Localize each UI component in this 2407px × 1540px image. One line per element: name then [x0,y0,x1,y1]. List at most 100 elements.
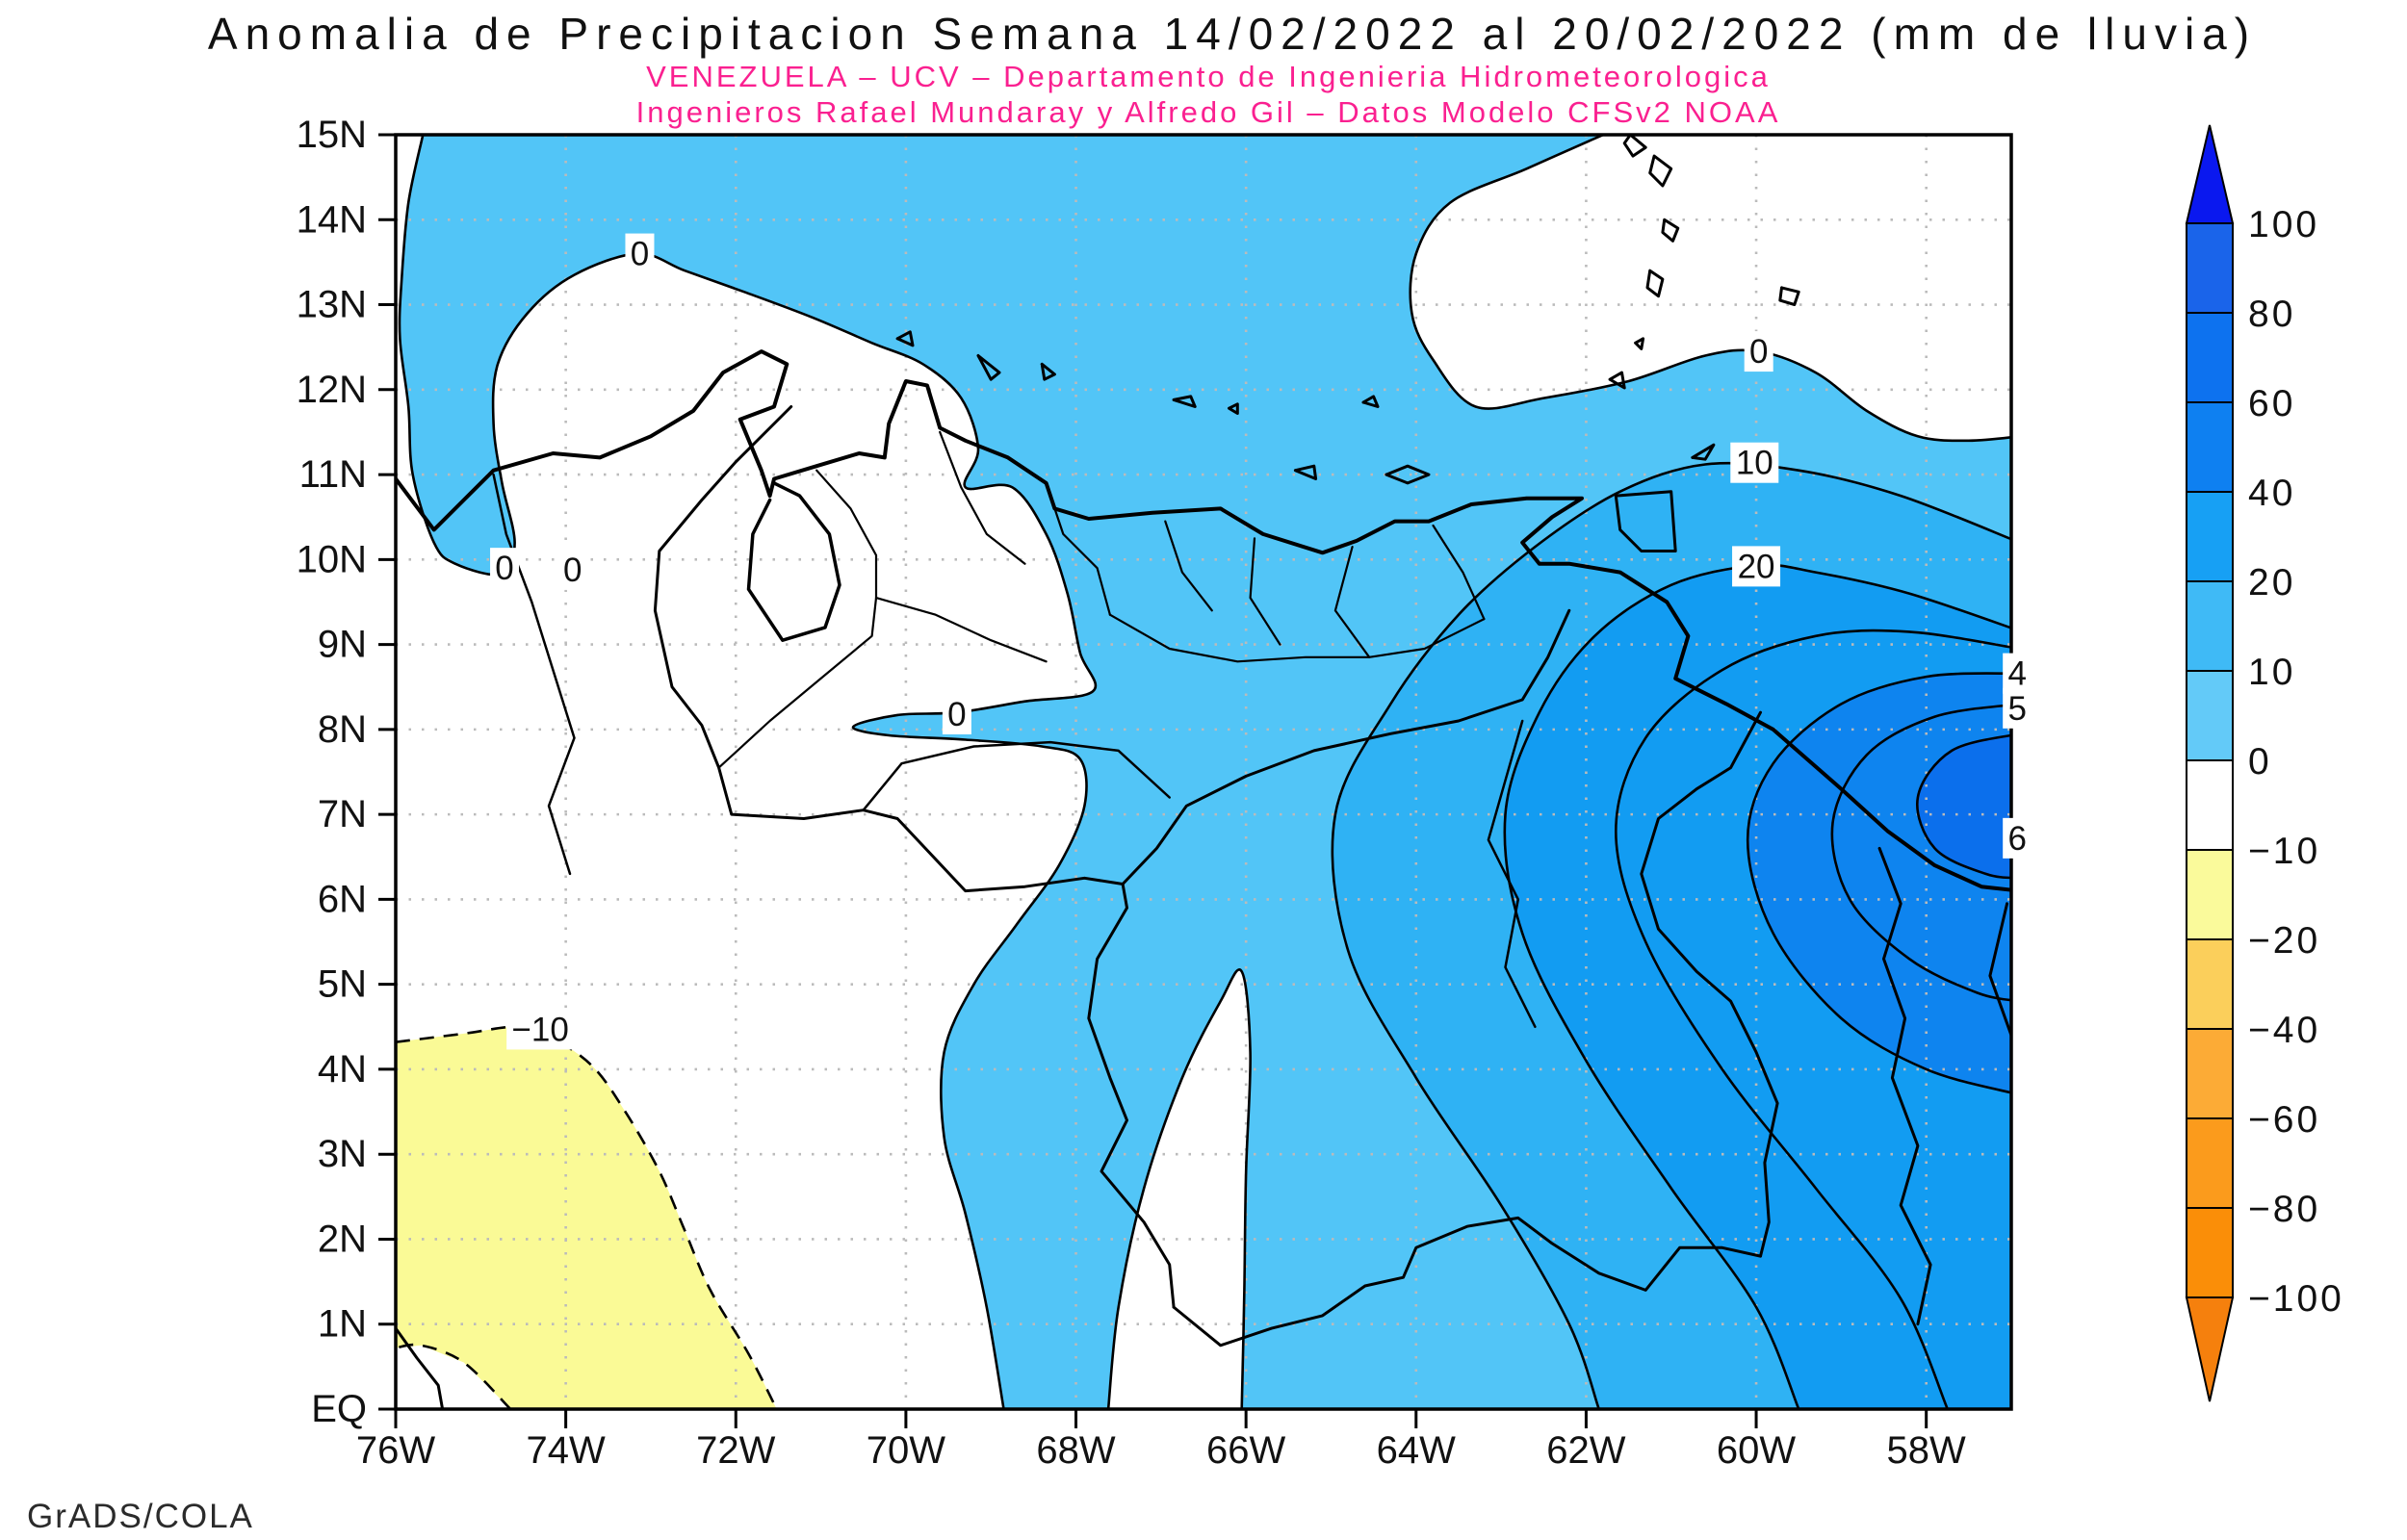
contour-minus-10-dashed [396,1343,512,1409]
contour-label-box [2003,687,2032,729]
colorbar-segment [2186,580,2234,672]
state-border [815,469,878,600]
colorbar-segment [2186,849,2234,940]
colorbar-segment [2186,670,2234,761]
venezuela-brazil-border [1172,1216,1762,1348]
essequibo-river [1877,846,1932,1326]
contour-20 [1503,563,2011,1409]
colorbar-segment [2186,1028,2234,1119]
contour-label-box [557,549,587,590]
contour-label-layer: 0 0 0 0 0 10 20 −10 45 6 [490,233,2032,1050]
colorbar-segment [2186,938,2234,1030]
lon-tick-label: 72W [696,1429,775,1472]
contour-0 [1106,968,1252,1409]
state-border [1108,613,1486,663]
colorbar-tick-label: −10 [2248,831,2320,872]
state-border [1432,524,1486,621]
caroni-river [1487,719,1537,1029]
contour-label: 10 [1736,445,1773,482]
contour-label: 0 [947,696,966,733]
graticule-grid [396,135,2011,1409]
colorbar-tick-label: −20 [2248,920,2320,962]
contour-0 [1409,135,2011,443]
colombia-venezuela-border [653,405,1176,1309]
contour-label: 0 [563,552,582,589]
lat-tick-label: 13N [297,284,367,326]
contour-label-box [1744,331,1773,372]
grads-cola-credit: GrADS/COLA [27,1498,254,1535]
lat-tick-label: 14N [297,198,367,241]
contour-label-box [490,548,520,589]
island-outline [1228,402,1239,415]
colorbar-tick-label: 10 [2248,652,2295,693]
contour-60 [1916,733,2011,880]
near-zero-finger-center [1108,969,1251,1409]
lon-tick-label: 62W [1546,1429,1625,1472]
colorbar-tick-label: 60 [2248,383,2295,424]
colorbar-segment [2186,1207,2234,1298]
state-border [874,597,1048,663]
island-outline [895,330,915,347]
guyana-suriname-border [1988,902,2011,1038]
lon-tick-label: 68W [1036,1429,1115,1472]
colorbar-tick-label: −40 [2248,1010,2320,1051]
contour-minus-10-dashed [396,1025,778,1409]
island-outline [1634,337,1645,350]
colorbar-arrow-top [2185,124,2235,224]
contour-label-box [2003,817,2032,859]
island-outline [1645,269,1665,298]
state-border [717,597,878,769]
contour-label: 0 [495,550,513,587]
subtitle-line-2: Ingenieros Rafael Mundaray y Alfredo Gil… [635,95,1781,129]
lat-tick-label: EQ [311,1388,367,1430]
colorbar-segment [2186,312,2234,403]
subtitle-line-1: VENEZUELA – UCV – Departamento de Ingeni… [646,60,1771,93]
contour-label: 0 [1749,333,1768,371]
lake-maracaibo-outline [746,481,841,642]
island-outline [1172,395,1197,408]
contour-line-layer [396,135,2011,1409]
lat-tick-label: 8N [318,708,367,751]
colorbar-tick-label: −80 [2248,1189,2320,1230]
lon-tick-label: 64W [1377,1429,1456,1472]
colorbar-segment [2186,401,2234,493]
island-outline [1361,395,1380,408]
island-outline [1293,464,1318,480]
lat-tick-label: 5N [318,963,367,1006]
state-border [1333,546,1371,658]
lat-tick-label: 11N [299,453,367,496]
negative-anomaly-region [396,1026,777,1409]
island-outline [1040,362,1056,381]
coastline-border-layer [396,135,2011,1409]
lat-tick-label: 6N [318,878,367,920]
contour-0 [398,135,1098,1409]
contour-label-box [1730,442,1779,483]
lat-tick-label: 3N [318,1133,367,1175]
pacific-coast-fragment [396,1326,445,1409]
colorbar-tick-label: 0 [2248,741,2272,783]
contour-label-box [2003,653,2032,694]
island-outline [1778,286,1800,306]
island-outline [976,354,1001,381]
contour-label: 5 [2007,690,2026,728]
colorbar-tick-label: 80 [2248,294,2295,335]
colorbar-segment [2186,759,2234,851]
contour-30 [1614,629,2011,1409]
map-clipped-layers [396,135,2011,1409]
contour-label-box [625,233,655,274]
lon-tick-label: 70W [867,1429,945,1472]
contour-label: 6 [2007,820,2026,858]
lat-tick-label: 7N [318,793,367,835]
axes-layer: 15N 14N 13N 12N 11N 10N 9N 8N 7N 6N 5N 4N 3N 2N 1N EQ76… [297,114,1966,1472]
lon-tick-label: 66W [1206,1429,1285,1472]
contour-label: 4 [2007,655,2026,693]
island-outline [1691,443,1716,461]
contour-10 [1331,461,2011,1409]
lat-tick-label: 15N [297,114,367,156]
state-border [1045,481,1111,616]
contour-label-box [942,693,971,734]
island-outline [1622,135,1647,158]
